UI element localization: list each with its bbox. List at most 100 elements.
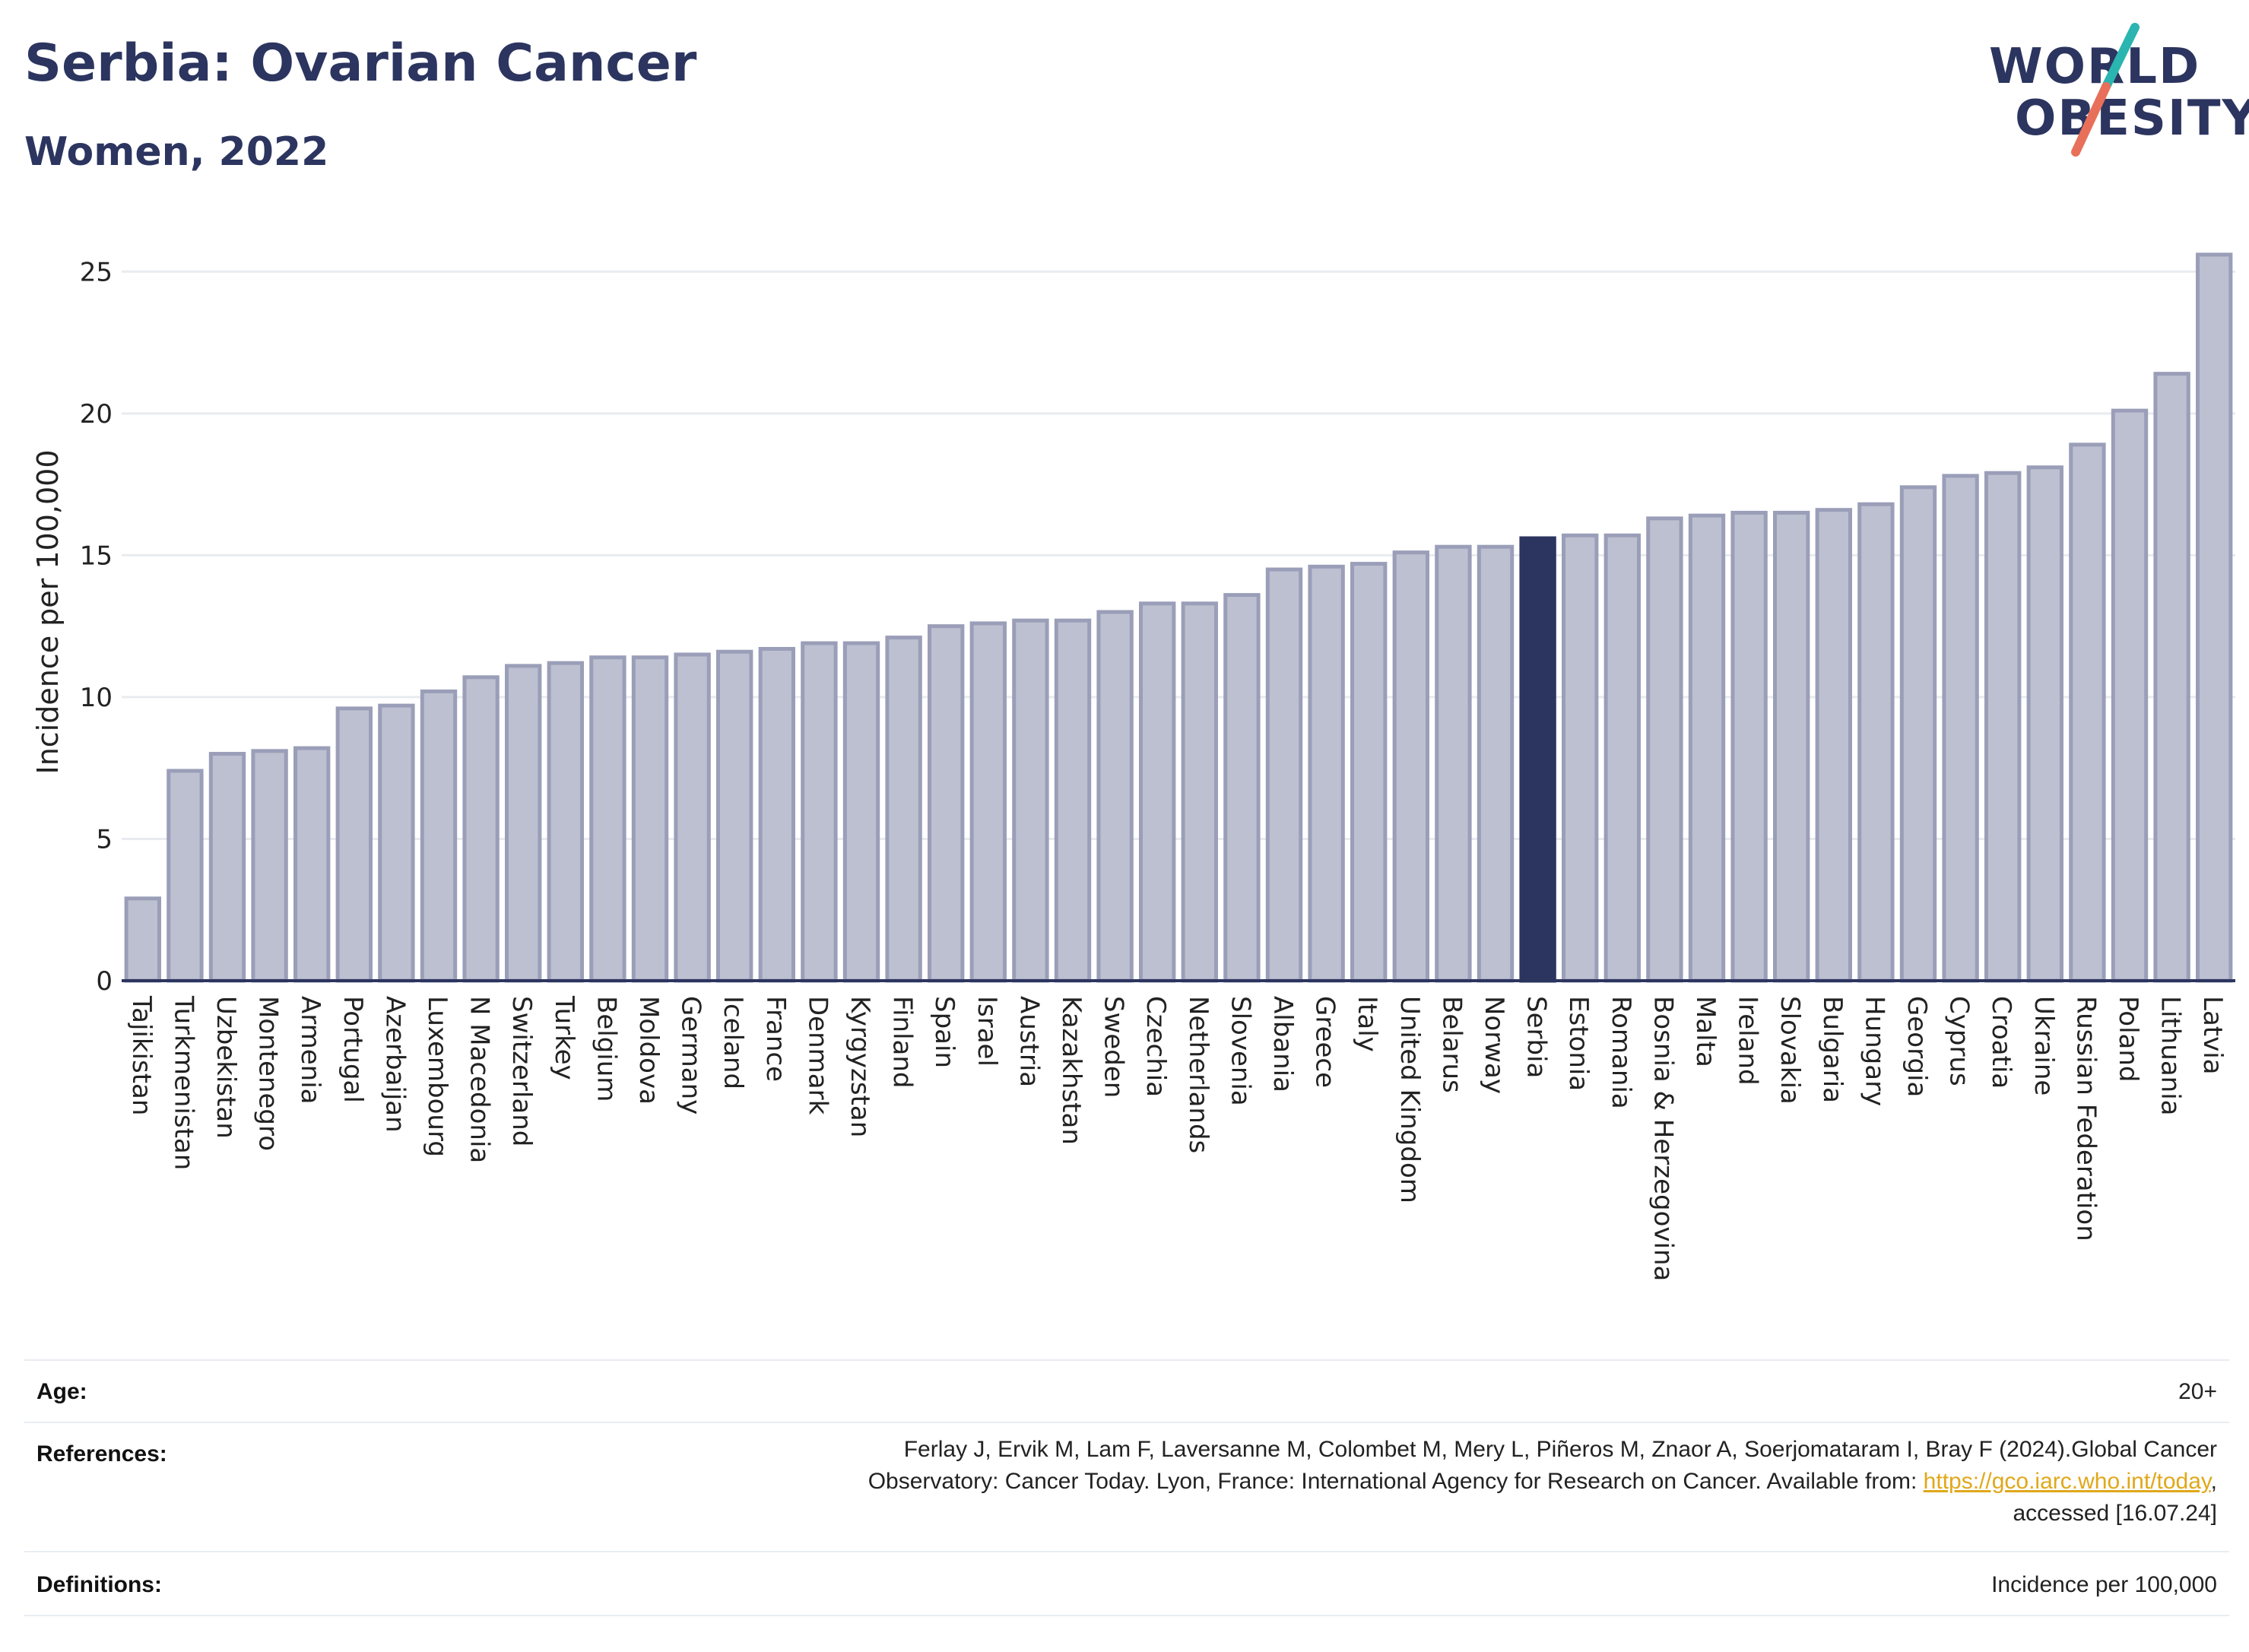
- bar-kazakhstan: [1054, 618, 1092, 983]
- bar-netherlands: [1181, 601, 1218, 983]
- references-label: References:: [36, 1441, 167, 1467]
- bar-switzerland: [505, 664, 542, 983]
- x-tick-label: Bosnia & Herzegovina: [1648, 996, 1678, 1281]
- x-tick-label: Sweden: [1099, 996, 1129, 1098]
- logo-word-1: WORLD: [1989, 39, 2201, 95]
- references-link[interactable]: https://gco.iarc.who.int/today: [1923, 1469, 2211, 1494]
- x-tick-label: Luxembourg: [422, 996, 452, 1157]
- x-tick-label: Moldova: [633, 996, 664, 1105]
- definitions-label: Definitions:: [36, 1572, 162, 1597]
- bar-kyrgyzstan: [842, 641, 880, 983]
- x-tick-label: Azerbaijan: [379, 996, 410, 1133]
- bar-czechia: [1139, 601, 1176, 983]
- x-tick-label: Switzerland: [506, 996, 537, 1146]
- x-tick-label: Armenia: [295, 996, 325, 1105]
- bar-romania: [1603, 533, 1641, 983]
- info-row-definitions: Definitions: Incidence per 100,000: [24, 1551, 2229, 1616]
- x-tick-label: Netherlands: [1183, 996, 1213, 1153]
- bar-chart: 0 5 10 15 20 25 Incidence per 100,000 Tajikista…: [31, 252, 2235, 1281]
- x-tick-label: Lithuania: [2155, 996, 2186, 1115]
- page-subtitle: Women, 2022: [24, 129, 329, 175]
- x-tick-label: Ukraine: [2029, 996, 2059, 1096]
- x-tick-label: Portugal: [338, 996, 368, 1103]
- bar-austria: [1012, 618, 1049, 983]
- x-tick-label: United Kingdom: [1394, 996, 1425, 1203]
- x-tick-label: Ireland: [1733, 996, 1763, 1086]
- x-tick-label: Malta: [1690, 996, 1721, 1067]
- x-tick-label: Cyprus: [1944, 996, 1975, 1086]
- bar-poland: [2111, 408, 2149, 983]
- x-tick-label: Tajikistan: [126, 995, 157, 1115]
- references-line-2-text: Observatory: Cancer Today. Lyon, France:…: [868, 1469, 1924, 1494]
- bar-armenia: [293, 746, 331, 983]
- bar-albania: [1265, 567, 1303, 983]
- info-table: Age: 20+ References: Ferlay J, Ervik M, …: [24, 1359, 2229, 1618]
- bar-bulgaria: [1815, 508, 1852, 983]
- x-tick-label: Croatia: [1986, 996, 2016, 1089]
- references-value: Ferlay J, Ervik M, Lam F, Laversanne M, …: [316, 1434, 2217, 1530]
- bar-israel: [969, 621, 1007, 983]
- age-value: 20+: [2178, 1379, 2217, 1404]
- bar-turkmenistan: [167, 769, 204, 983]
- bar-belarus: [1435, 544, 1472, 983]
- bar-latvia: [2196, 252, 2233, 983]
- x-tick-label: Iceland: [718, 996, 748, 1089]
- world-obesity-logo: WORLD OBESITY: [1984, 23, 2249, 160]
- bar-spain: [928, 624, 965, 983]
- bar-croatia: [1984, 471, 2022, 983]
- x-tick-label: Georgia: [1902, 996, 1932, 1097]
- y-tick-label: 0: [96, 966, 113, 997]
- x-tick-label: N Macedonia: [465, 996, 495, 1163]
- references-line-1: Ferlay J, Ervik M, Lam F, Laversanne M, …: [903, 1437, 2217, 1462]
- bar-azerbaijan: [378, 703, 415, 983]
- x-tick-label: Albania: [1267, 996, 1298, 1092]
- references-line-3: accessed [16.07.24]: [2013, 1501, 2217, 1526]
- bar-hungary: [1857, 502, 1895, 983]
- bar-cyprus: [1942, 474, 1979, 983]
- x-tick-label: Israel: [972, 996, 1002, 1067]
- x-tick-label: Greece: [1310, 996, 1340, 1088]
- page-title: Serbia: Ovarian Cancer: [24, 33, 697, 94]
- references-line-2: Observatory: Cancer Today. Lyon, France:…: [316, 1466, 2217, 1498]
- info-row-references: References: Ferlay J, Ervik M, Lam F, La…: [24, 1422, 2229, 1552]
- x-tick-label: Hungary: [1859, 996, 1889, 1106]
- bar-luxembourg: [420, 689, 458, 983]
- bar-bosnia-herzegovina: [1646, 516, 1683, 983]
- bar-moldova: [631, 655, 669, 983]
- x-tick-label: Turkmenistan: [168, 995, 198, 1170]
- x-tick-label: Slovakia: [1775, 996, 1805, 1105]
- age-label: Age:: [36, 1379, 87, 1404]
- bar-sweden: [1096, 610, 1134, 983]
- x-tick-label: Norway: [1479, 996, 1509, 1094]
- bar-lithuania: [2153, 372, 2190, 983]
- x-tick-label: France: [760, 996, 791, 1082]
- bar-turkey: [547, 661, 584, 983]
- bar-iceland: [716, 649, 753, 983]
- bar-greece: [1308, 564, 1345, 983]
- bar-russian-federation: [2069, 442, 2106, 983]
- bar-finland: [885, 636, 922, 983]
- x-tick-label: Spain: [929, 996, 960, 1068]
- bar-ireland: [1730, 510, 1768, 983]
- info-row-age: Age: 20+: [24, 1359, 2229, 1423]
- x-tick-label: Turkey: [549, 995, 579, 1080]
- bar-montenegro: [251, 749, 288, 983]
- bar-germany: [674, 652, 711, 983]
- y-tick-label: 5: [96, 824, 113, 855]
- y-tick-label: 10: [80, 683, 113, 713]
- definitions-value: Incidence per 100,000: [1991, 1572, 2217, 1597]
- bar-serbia: [1519, 536, 1556, 983]
- x-tick-label: Serbia: [1521, 996, 1552, 1078]
- x-tick-label: Czechia: [1140, 996, 1171, 1097]
- x-tick-label: Poland: [2113, 996, 2143, 1083]
- references-line-2-comma: ,: [2210, 1469, 2217, 1494]
- x-tick-label: Uzbekistan: [211, 996, 241, 1139]
- x-tick-label: Belarus: [1436, 996, 1467, 1093]
- x-tick-label: Bulgaria: [1817, 996, 1848, 1103]
- bar-portugal: [335, 706, 373, 983]
- y-tick-label: 15: [80, 541, 113, 571]
- y-axis-title: Incidence per 100,000: [31, 449, 65, 774]
- bar-belgium: [589, 655, 626, 983]
- bar-italy: [1350, 562, 1388, 983]
- x-tick-label: Austria: [1013, 996, 1044, 1087]
